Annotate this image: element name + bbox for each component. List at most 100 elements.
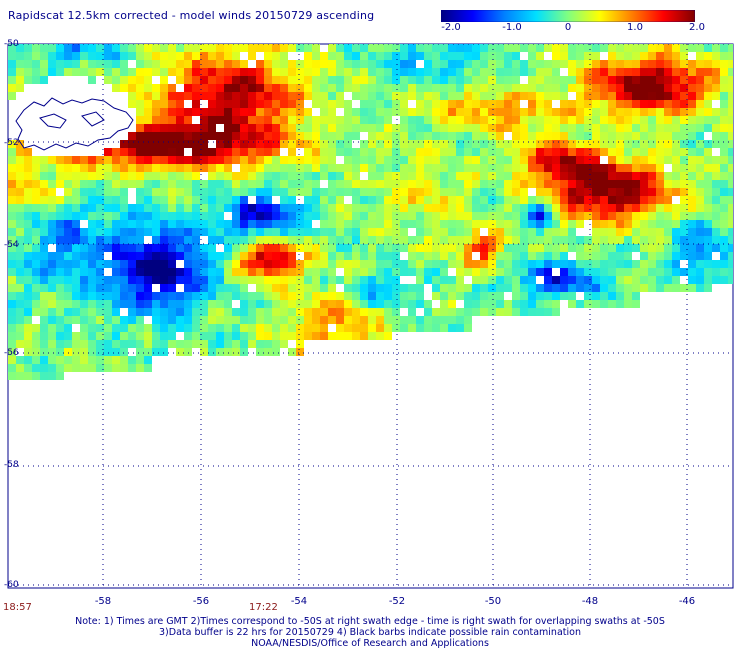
wind-cell xyxy=(408,212,416,220)
wind-cell xyxy=(24,284,32,292)
wind-cell xyxy=(584,252,592,260)
wind-cell xyxy=(192,68,200,76)
wind-cell xyxy=(456,204,464,212)
wind-cell xyxy=(88,180,96,188)
wind-cell xyxy=(184,284,192,292)
wind-cell xyxy=(208,236,216,244)
wind-cell xyxy=(376,236,384,244)
wind-cell xyxy=(488,284,496,292)
wind-cell xyxy=(64,44,72,52)
wind-cell xyxy=(416,324,424,332)
wind-cell xyxy=(504,156,512,164)
wind-cell xyxy=(656,148,664,156)
wind-cell xyxy=(320,284,328,292)
wind-cell xyxy=(440,260,448,268)
wind-cell xyxy=(448,132,456,140)
wind-cell xyxy=(280,244,288,252)
wind-cell xyxy=(152,156,160,164)
wind-cell xyxy=(160,236,168,244)
wind-cell xyxy=(440,196,448,204)
wind-cell xyxy=(200,252,208,260)
wind-cell xyxy=(32,244,40,252)
wind-cell xyxy=(128,156,136,164)
wind-cell xyxy=(160,292,168,300)
wind-cell xyxy=(136,212,144,220)
wind-cell xyxy=(512,148,520,156)
wind-cell xyxy=(368,292,376,300)
wind-cell xyxy=(280,172,288,180)
wind-cell xyxy=(296,324,304,332)
wind-cell xyxy=(96,220,104,228)
wind-cell xyxy=(184,84,192,92)
wind-cell xyxy=(464,316,472,324)
wind-cell xyxy=(168,188,176,196)
wind-cell xyxy=(720,108,728,116)
wind-cell xyxy=(624,132,632,140)
wind-cell xyxy=(552,172,560,180)
wind-cell xyxy=(704,236,712,244)
wind-cell xyxy=(120,196,128,204)
wind-cell xyxy=(256,212,264,220)
wind-cell xyxy=(168,180,176,188)
wind-cell xyxy=(224,268,232,276)
wind-cell xyxy=(264,52,272,60)
wind-cell xyxy=(176,100,184,108)
wind-cell xyxy=(88,308,96,316)
wind-cell xyxy=(176,164,184,172)
wind-cell xyxy=(712,276,720,284)
wind-cell xyxy=(144,172,152,180)
wind-cell xyxy=(232,68,240,76)
wind-cell xyxy=(520,164,528,172)
wind-cell xyxy=(640,260,648,268)
wind-cell xyxy=(184,252,192,260)
wind-cell xyxy=(248,236,256,244)
wind-cell xyxy=(400,268,408,276)
wind-cell xyxy=(264,180,272,188)
wind-cell xyxy=(640,164,648,172)
wind-cell xyxy=(48,292,56,300)
wind-cell xyxy=(336,324,344,332)
wind-cell xyxy=(104,340,112,348)
wind-cell xyxy=(16,52,24,60)
wind-cell xyxy=(328,212,336,220)
wind-cell xyxy=(40,260,48,268)
wind-cell xyxy=(280,164,288,172)
wind-cell xyxy=(560,276,568,284)
wind-cell xyxy=(288,148,296,156)
wind-cell xyxy=(456,68,464,76)
wind-cell xyxy=(472,204,480,212)
wind-cell xyxy=(384,132,392,140)
wind-cell xyxy=(496,92,504,100)
wind-cell xyxy=(24,148,32,156)
wind-cell xyxy=(696,132,704,140)
wind-cell xyxy=(216,300,224,308)
wind-cell xyxy=(496,124,504,132)
wind-cell xyxy=(352,132,360,140)
wind-cell xyxy=(192,132,200,140)
wind-cell xyxy=(288,324,296,332)
wind-cell xyxy=(144,300,152,308)
wind-cell xyxy=(512,124,520,132)
wind-cell xyxy=(376,148,384,156)
wind-cell xyxy=(312,60,320,68)
wind-cell xyxy=(712,52,720,60)
wind-cell xyxy=(160,164,168,172)
wind-cell xyxy=(504,164,512,172)
wind-cell xyxy=(600,260,608,268)
wind-cell xyxy=(312,308,320,316)
wind-cell xyxy=(552,212,560,220)
wind-cell xyxy=(624,92,632,100)
wind-cell xyxy=(288,332,296,340)
wind-cell xyxy=(344,132,352,140)
wind-cell xyxy=(456,228,464,236)
wind-cell xyxy=(488,148,496,156)
wind-cell xyxy=(264,76,272,84)
wind-cell xyxy=(640,228,648,236)
wind-cell xyxy=(552,140,560,148)
wind-cell xyxy=(584,180,592,188)
wind-cell xyxy=(40,228,48,236)
wind-cell xyxy=(200,188,208,196)
wind-cell xyxy=(408,132,416,140)
wind-cell xyxy=(656,188,664,196)
wind-cell xyxy=(512,44,520,52)
